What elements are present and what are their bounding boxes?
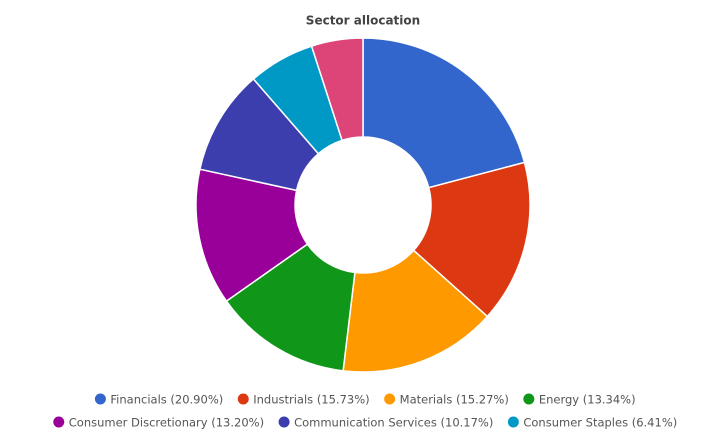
legend-marker	[507, 416, 519, 428]
legend-marker	[384, 393, 396, 405]
legend-label: Energy (13.34%)	[539, 393, 636, 407]
legend-label: Communication Services (10.17%)	[294, 416, 493, 430]
legend-marker	[237, 393, 249, 405]
legend-item: Materials (15.27%)	[384, 393, 509, 407]
legend-label: Materials (15.27%)	[400, 393, 509, 407]
legend-item: Industrials (15.73%)	[237, 393, 370, 407]
legend-marker	[523, 393, 535, 405]
slice	[342, 249, 489, 373]
legend-marker	[278, 416, 290, 428]
legend-marker	[94, 393, 106, 405]
slice	[412, 161, 531, 318]
legend-marker	[53, 416, 65, 428]
slice	[310, 37, 364, 142]
legend-label: Consumer Staples (6.41%)	[523, 416, 677, 430]
legend-item: Financials (20.90%)	[94, 393, 223, 407]
legend-item: Energy (13.34%)	[523, 393, 636, 407]
chart-title: Sector allocation	[306, 14, 420, 28]
legend-label: Financials (20.90%)	[110, 393, 223, 407]
slice	[362, 37, 526, 189]
legend-item: Communication Services (10.17%)	[278, 416, 493, 430]
legend-label: Industrials (15.73%)	[253, 393, 369, 407]
legend-item: Consumer Discretionary (13.20%)	[53, 416, 264, 430]
legend-label: Consumer Discretionary (13.20%)	[69, 416, 264, 430]
legend-item: Consumer Staples (6.41%)	[507, 416, 677, 430]
